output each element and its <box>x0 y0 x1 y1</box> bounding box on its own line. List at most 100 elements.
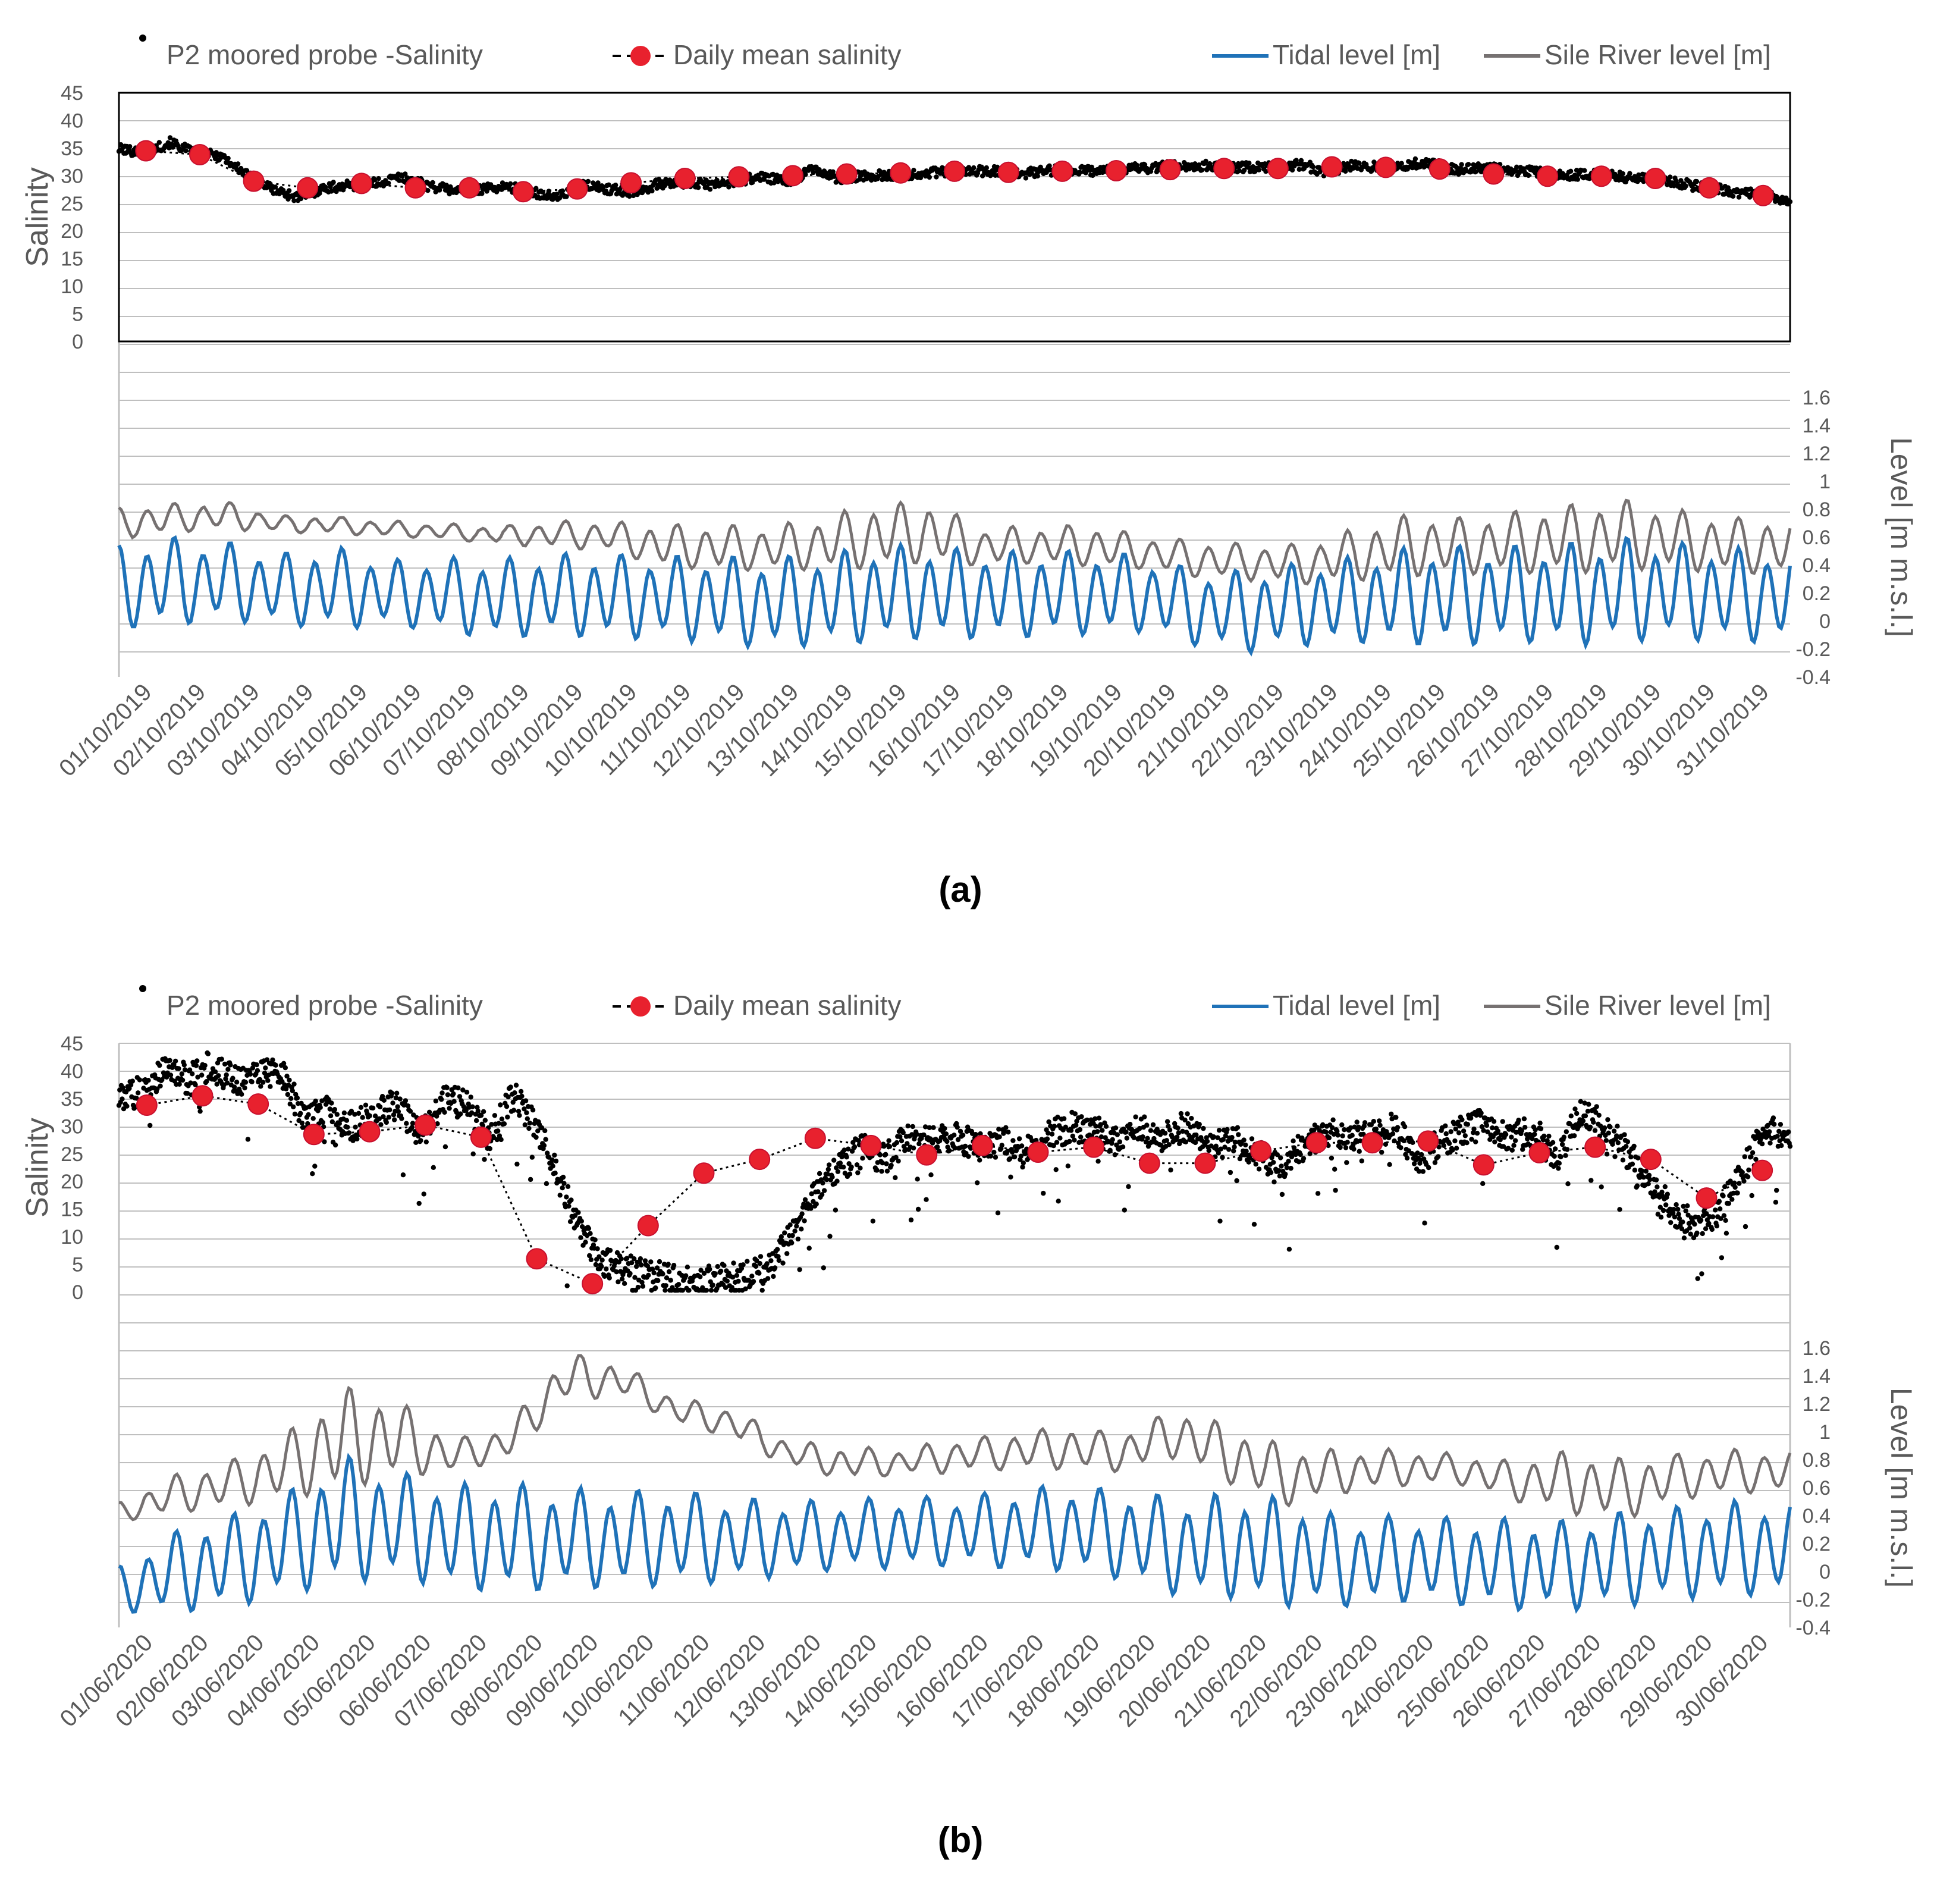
probe-salinity-point <box>1211 1134 1217 1140</box>
probe-salinity-point <box>565 1184 571 1189</box>
probe-salinity-point <box>447 1106 452 1111</box>
probe-salinity-point <box>329 1119 335 1125</box>
probe-salinity-point <box>1746 1167 1751 1173</box>
probe-salinity-point <box>627 193 632 199</box>
probe-salinity-point <box>1593 1110 1599 1115</box>
probe-salinity-point <box>1189 1116 1194 1121</box>
probe-salinity-point <box>1417 1169 1422 1174</box>
probe-salinity-point <box>1120 1144 1126 1150</box>
probe-salinity-point <box>712 1271 718 1276</box>
probe-salinity-point <box>915 1177 920 1182</box>
probe-salinity-point <box>624 1256 630 1261</box>
probe-salinity-point <box>1373 1127 1379 1132</box>
daily-mean-salinity-marker <box>1473 1154 1495 1176</box>
probe-salinity-point <box>384 1119 389 1125</box>
probe-salinity-point <box>1046 1119 1051 1125</box>
probe-salinity-point <box>618 1256 624 1262</box>
probe-salinity-point <box>1289 1154 1295 1160</box>
probe-salinity-point <box>1544 1138 1550 1143</box>
probe-salinity-point <box>367 1113 372 1118</box>
probe-salinity-point <box>181 1062 187 1068</box>
probe-salinity-point <box>685 1265 690 1270</box>
probe-salinity-point <box>592 1237 598 1243</box>
probe-salinity-point <box>1103 1124 1109 1129</box>
probe-salinity-point <box>1278 1155 1283 1160</box>
probe-salinity-point <box>1145 1136 1150 1141</box>
probe-salinity-point <box>1586 1102 1591 1107</box>
probe-salinity-point <box>554 192 560 197</box>
probe-salinity-point <box>310 1116 316 1121</box>
probe-salinity-point <box>1617 1207 1622 1212</box>
probe-salinity-point <box>1491 1119 1497 1124</box>
probe-salinity-point <box>197 1109 203 1114</box>
probe-salinity-point <box>1178 1111 1184 1116</box>
probe-salinity-point <box>1016 1136 1022 1141</box>
probe-salinity-point <box>651 1270 657 1276</box>
probe-salinity-point <box>1051 1143 1056 1149</box>
probe-salinity-point <box>1344 1160 1349 1165</box>
probe-salinity-point <box>464 1090 470 1095</box>
probe-salinity-point <box>1335 1128 1340 1134</box>
probe-salinity-point <box>360 1115 365 1120</box>
probe-salinity-point <box>310 1171 315 1177</box>
daily-mean-salinity-marker <box>350 172 372 195</box>
probe-salinity-point <box>508 1084 513 1090</box>
probe-salinity-point <box>1556 1166 1561 1171</box>
probe-salinity-point <box>254 1062 259 1068</box>
probe-salinity-point <box>1683 183 1688 189</box>
probe-salinity-point <box>642 1258 648 1263</box>
probe-salinity-point <box>182 1067 188 1072</box>
probe-salinity-point <box>205 1051 211 1056</box>
probe-salinity-point <box>1010 1138 1016 1143</box>
probe-salinity-point <box>1236 1132 1241 1137</box>
probe-salinity-point <box>1631 1143 1637 1149</box>
probe-salinity-point <box>1748 186 1753 192</box>
probe-salinity-point <box>585 178 591 184</box>
probe-salinity-point <box>893 1155 899 1160</box>
probe-salinity-point <box>1243 1142 1248 1148</box>
probe-salinity-point <box>576 1210 581 1215</box>
probe-salinity-point <box>1399 161 1404 166</box>
salinity-tick-label: 35 <box>61 1088 83 1111</box>
probe-salinity-point <box>795 1236 801 1242</box>
probe-salinity-point <box>1773 1200 1779 1205</box>
probe-salinity-point <box>846 1146 851 1152</box>
probe-salinity-point <box>830 169 836 174</box>
probe-salinity-point <box>397 178 402 183</box>
probe-salinity-point <box>282 1082 287 1087</box>
probe-salinity-point <box>1251 1222 1257 1227</box>
probe-salinity-point <box>1315 1191 1321 1196</box>
daily-mean-salinity-marker <box>1751 1159 1773 1181</box>
probe-salinity-point <box>1007 1156 1013 1162</box>
probe-salinity-point <box>731 1260 736 1266</box>
chart-a-svg: 0 5 10 15 20 25 30 35 40 45 Salinity -0.4 -0.2 0 0.2 0.… <box>20 34 1918 909</box>
probe-salinity-point <box>1692 1221 1697 1227</box>
probe-salinity-point <box>516 1109 522 1114</box>
probe-salinity-point <box>456 1085 461 1091</box>
probe-salinity-point <box>442 1144 448 1150</box>
probe-salinity-point <box>844 1155 849 1160</box>
probe-salinity-point <box>579 1224 585 1229</box>
probe-salinity-point <box>1620 171 1625 177</box>
probe-salinity-point <box>616 1279 621 1285</box>
probe-salinity-point <box>1220 1155 1225 1160</box>
probe-salinity-point <box>975 1180 980 1185</box>
probe-salinity-point <box>1100 1128 1105 1133</box>
probe-salinity-point <box>894 1140 900 1146</box>
probe-salinity-point <box>499 1116 505 1122</box>
probe-salinity-point <box>352 1112 357 1117</box>
probe-salinity-point <box>619 1276 625 1282</box>
probe-salinity-point <box>984 165 990 171</box>
probe-salinity-point <box>1286 1159 1291 1164</box>
probe-salinity-point <box>830 1174 835 1180</box>
daily-mean-salinity-marker <box>566 178 588 200</box>
probe-salinity-point <box>1237 1156 1243 1162</box>
salinity-tick-label: 20 <box>61 1171 83 1193</box>
probe-salinity-point <box>780 1260 786 1266</box>
probe-salinity-point <box>1232 1140 1238 1145</box>
probe-salinity-point <box>242 1085 247 1091</box>
probe-salinity-point <box>494 1137 500 1143</box>
probe-salinity-point <box>130 1078 135 1084</box>
probe-salinity-point <box>1700 1231 1705 1237</box>
probe-salinity-point <box>498 1137 504 1143</box>
